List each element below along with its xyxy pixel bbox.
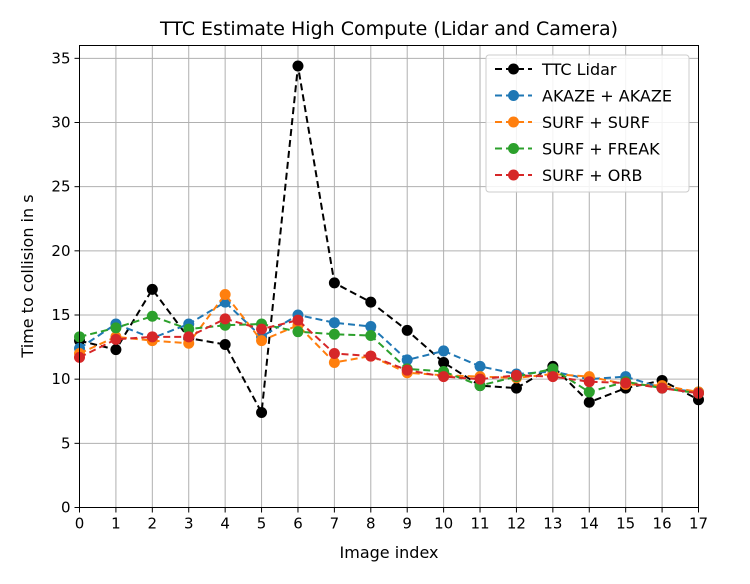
legend-swatch-marker [508,116,519,128]
y-tick-label: 10 [51,370,70,388]
legend: TTC Lidar AKAZE + AKAZE SURF + SURF SURF + … [485,54,690,193]
data-point [292,314,304,326]
x-tick-label: 2 [148,515,158,533]
series-layer [74,60,704,419]
data-point [256,407,268,419]
data-point [292,60,304,72]
data-point [219,288,231,300]
data-point [438,356,450,368]
legend-swatch-marker [508,63,519,75]
legend-swatch-marker [508,169,519,181]
x-tick-label: 17 [689,515,708,533]
chart-title: TTC Estimate High Compute (Lidar and Cam… [159,18,618,40]
x-tick-label: 14 [580,515,599,533]
series-line [78,300,699,393]
x-tick-label: 10 [434,515,453,533]
data-point [583,376,595,388]
data-point [146,283,158,295]
y-tick-label: 5 [61,434,71,452]
data-point [620,377,632,389]
data-point [547,371,559,383]
y-tick-label: 35 [51,49,70,67]
data-point [510,382,522,394]
legend-swatch-marker [508,143,519,154]
data-point [328,277,340,289]
data-point [219,313,231,325]
y-tick-label: 25 [51,178,70,196]
x-tick-label: 7 [330,515,340,533]
plot-frame [79,45,699,508]
legend-label: AKAZE + AKAZE [542,87,672,106]
y-tick-label: 30 [51,114,70,132]
y-tick-label: 0 [61,499,71,517]
data-point [328,328,340,340]
y-tick-label: 15 [51,306,70,324]
x-tick-label: 3 [184,515,194,533]
data-point [365,350,377,362]
data-point [474,360,486,372]
x-tick-label: 15 [616,515,635,533]
x-tick-label: 1 [111,515,121,533]
legend-label: TTC Lidar [541,60,617,79]
data-point [547,363,559,375]
data-point [438,345,450,357]
legend-box [485,54,690,193]
data-point [146,331,158,343]
data-point [292,326,304,338]
data-point [110,322,122,334]
x-tick-label: 4 [220,515,230,533]
legend-label: SURF + FREAK [542,140,660,159]
data-point [438,371,450,383]
data-point [656,382,668,394]
y-axis-label: Time to collision in s [18,194,37,358]
x-tick-label: 0 [75,515,85,533]
series-line [79,317,699,395]
x-tick-label: 5 [257,515,267,533]
data-point [146,310,158,322]
data-point [328,317,340,329]
series-line [79,65,699,416]
x-tick-label: 11 [470,515,489,533]
data-point [510,369,522,381]
x-tick-label: 16 [653,515,672,533]
data-point [365,330,377,342]
data-point [401,364,413,376]
x-tick-label: 8 [366,515,376,533]
data-point [583,396,595,408]
data-point [183,331,195,343]
data-point [256,323,268,335]
data-point [401,324,413,336]
data-point [256,335,268,347]
legend-label: SURF + ORB [542,166,642,185]
data-point [110,333,122,345]
x-tick-label: 12 [507,515,526,533]
data-point [401,354,413,366]
data-point [365,321,377,333]
legend-label: SURF + SURF [542,113,650,132]
series-surf-freak [74,310,704,399]
data-point [219,339,231,351]
data-point [183,323,195,335]
x-tick-label: 9 [402,515,412,533]
data-point [365,296,377,308]
x-tick-label: 6 [293,515,303,533]
data-point [583,386,595,398]
data-point [328,356,340,368]
x-tick-label: 13 [543,515,562,533]
data-point [328,348,340,359]
x-axis-label: Image index [340,543,439,562]
series-line [79,315,699,395]
data-point [110,344,122,356]
legend-swatch-marker [508,90,519,101]
data-point [474,373,486,385]
y-tick-label: 20 [51,242,70,260]
